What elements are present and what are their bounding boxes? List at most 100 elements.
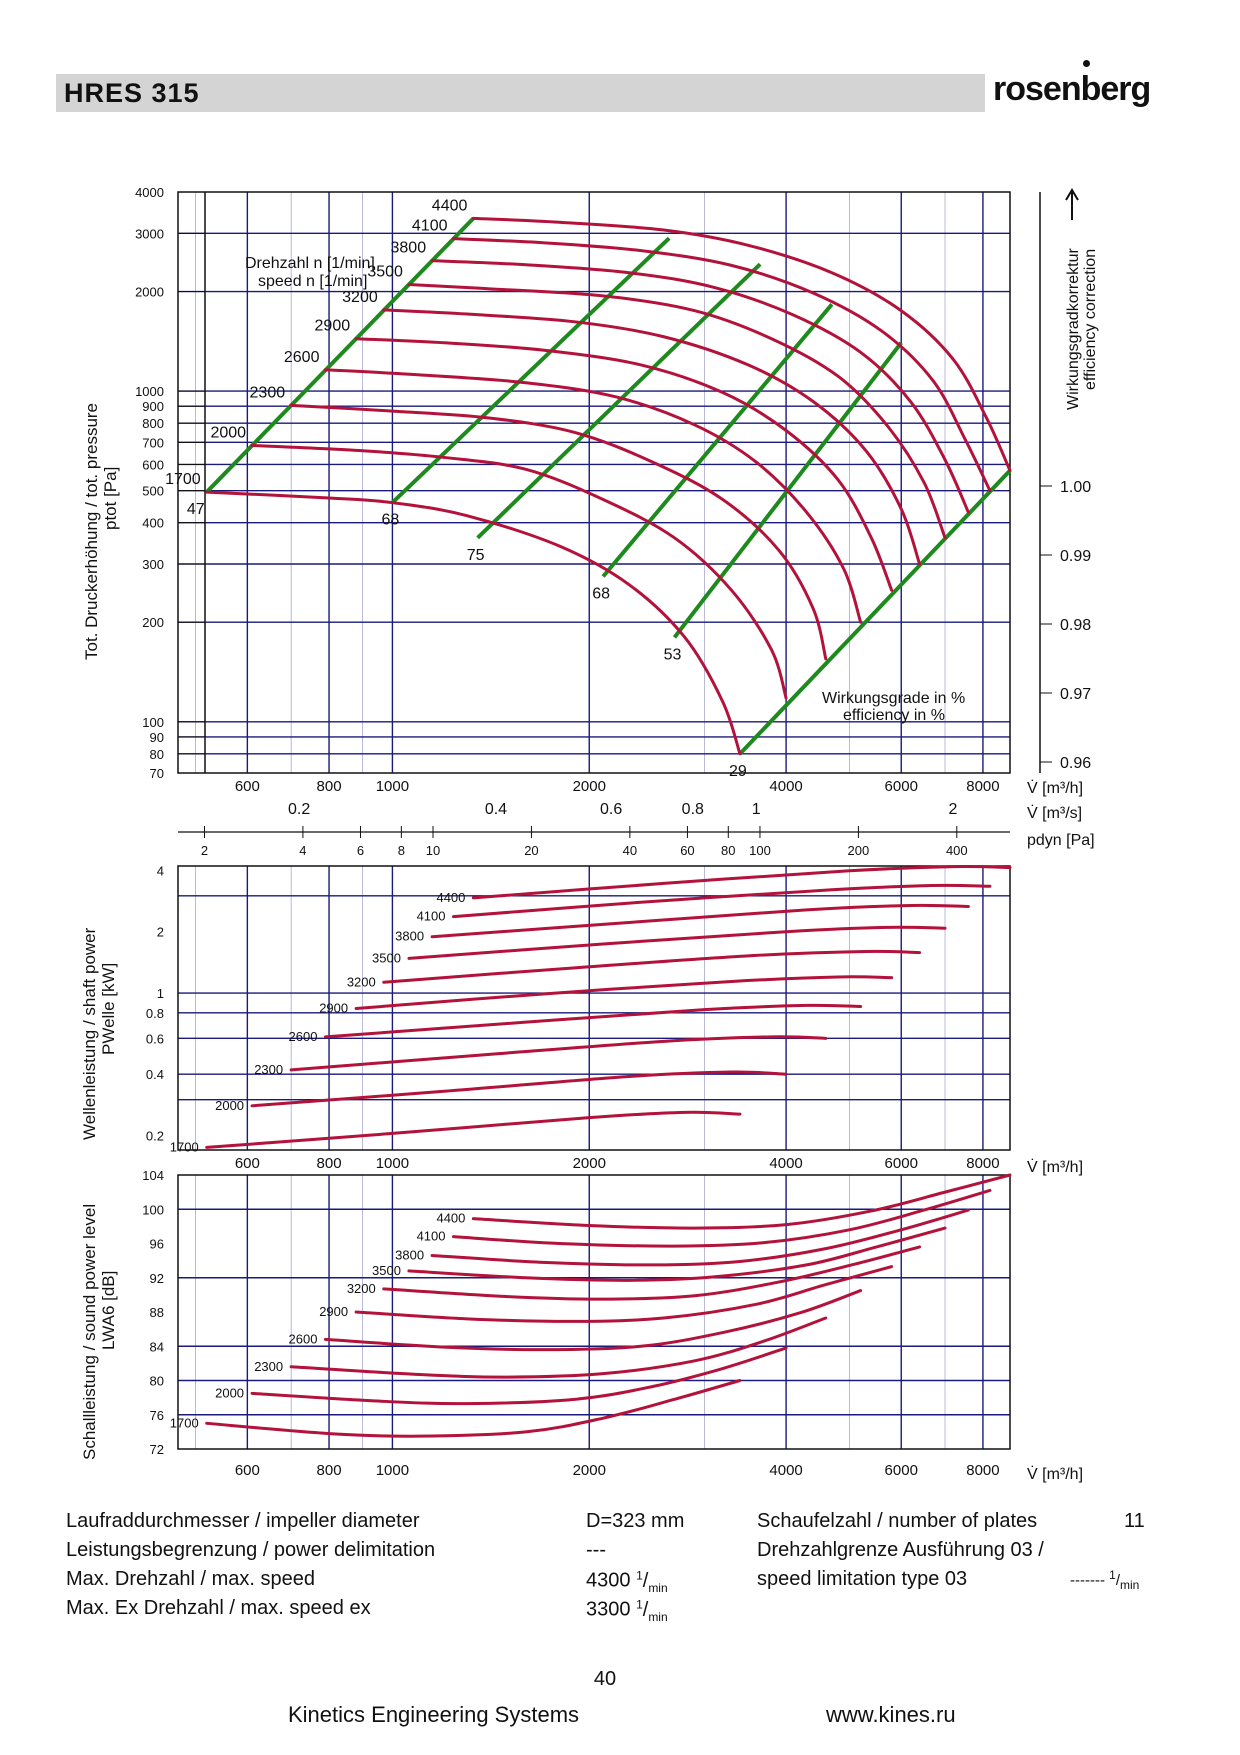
pressure-series-3200	[382, 308, 922, 566]
pressure-y-tick-label: 200	[142, 615, 164, 630]
power-y-axis-label: Wellenleistung / shaft power	[80, 927, 99, 1140]
pressure-y-tick-label: 1000	[135, 384, 164, 399]
sound-y-tick-label: 96	[150, 1237, 164, 1252]
power-plot-frame	[177, 865, 1011, 1151]
pressure-speed-label-4100: 4100	[412, 218, 448, 235]
power-speed-label-4100: 4100	[417, 909, 446, 924]
efficiency-line-75	[476, 262, 762, 540]
power-speed-label-2000: 2000	[215, 1098, 244, 1113]
power-series-4100	[452, 883, 992, 919]
power-speed-label-3200: 3200	[347, 974, 376, 989]
sound-y-tick-label: 76	[150, 1408, 164, 1423]
sound-y-tick-label: 92	[150, 1271, 164, 1286]
model-title: HRES 315	[64, 78, 200, 108]
efficiency-correction-label: 1.00	[1060, 479, 1091, 496]
efficiency-correction-label: 0.96	[1060, 755, 1091, 772]
power-x-axis-label: V̇ [m³/h]	[1027, 1158, 1083, 1176]
pressure-x-tick-label: 800	[317, 778, 342, 795]
pressure-y-axis-label: Tot. Druckerhöhung / tot. pressure	[82, 403, 101, 660]
pressure-speed-label-4400: 4400	[432, 197, 468, 214]
sound-x-tick-label: 2000	[573, 1462, 606, 1479]
pressure-series-2300	[289, 403, 828, 661]
sound-series-2900	[354, 1265, 894, 1323]
pdyn-tick-label: 400	[946, 843, 968, 858]
brand-logo: rosenberg	[993, 70, 1151, 108]
efficiency-note-line2: efficiency in %	[843, 707, 945, 724]
pressure-speed-label-2900: 2900	[315, 318, 351, 335]
power-speed-label-4400: 4400	[436, 890, 465, 905]
pdyn-tick-label: 200	[848, 843, 870, 858]
pressure-y-tick-label: 70	[150, 766, 164, 781]
pdyn-tick-label: 40	[623, 843, 637, 858]
pressure-series-2900	[354, 337, 894, 592]
efficiency-note-line1: Wirkungsgrade in %	[822, 690, 965, 707]
efficiency-line-29	[738, 469, 1012, 756]
power-speed-label-2300: 2300	[254, 1062, 283, 1077]
power-series-2300	[289, 1035, 828, 1072]
spec-value-max-speed-ex: 3300 1/min	[586, 1597, 668, 1624]
sound-speed-label-2300: 2300	[254, 1359, 283, 1374]
spec-label-max-speed: Max. Drehzahl / max. speed	[66, 1568, 315, 1590]
sound-plot-frame	[177, 1174, 1011, 1450]
footer-company: Kinetics Engineering Systems	[288, 1702, 580, 1727]
power-series-2600	[323, 1003, 863, 1039]
power-series-2000	[250, 1070, 788, 1108]
pressure-speed-label-3800: 3800	[391, 240, 427, 257]
efficiency-correction-label: 0.99	[1060, 548, 1091, 565]
power-y-tick-label: 0.4	[146, 1067, 164, 1082]
power-y-tick-label: 4	[157, 863, 164, 878]
power-speed-label-1700: 1700	[170, 1139, 199, 1154]
power-series-4400	[471, 865, 1012, 900]
pdyn-tick-label: 6	[357, 843, 364, 858]
pressure-speed-label-2600: 2600	[284, 349, 320, 366]
sound-speed-label-2600: 2600	[289, 1331, 318, 1346]
pressure-x-tick-label: 8000	[966, 778, 999, 795]
sound-x-axis-label: V̇ [m³/h]	[1027, 1465, 1083, 1483]
sound-series-2600	[323, 1289, 863, 1352]
spec-label-impeller: Laufraddurchmesser / impeller diameter	[66, 1510, 420, 1532]
pdyn-tick-label: 20	[524, 843, 538, 858]
sound-x-tick-label: 6000	[885, 1462, 918, 1479]
pressure-y-tick-label: 400	[142, 516, 164, 531]
pressure-speed-label-3500: 3500	[367, 264, 403, 281]
sound-series-3500	[407, 1226, 947, 1282]
power-x-tick-label: 600	[235, 1155, 260, 1172]
speed-legend-line1: Drehzahl n [1/min]	[245, 255, 375, 272]
power-y-tick-label: 0.8	[146, 1006, 164, 1021]
pressure-y-tick-label: 800	[142, 416, 164, 431]
pressure-speed-label-2000: 2000	[210, 424, 246, 441]
spec-value-plates: 11	[1124, 1510, 1145, 1532]
pressure-x-tick-label: 6000	[885, 778, 918, 795]
sound-series-3200	[382, 1245, 922, 1301]
power-series-1700	[205, 1110, 742, 1149]
pressure-series-3800	[430, 259, 970, 514]
flow-m3s-tick-label: 0.2	[288, 801, 310, 818]
pressure-speed-label-2300: 2300	[250, 384, 286, 401]
sound-y-axis-symbol: LWA6 [dB]	[99, 1271, 118, 1350]
pressure-plot-frame	[177, 191, 1011, 774]
power-series-3200	[382, 949, 922, 984]
sound-series-1700	[205, 1379, 742, 1438]
pressure-series-4400	[471, 216, 1012, 473]
power-series-2900	[354, 975, 894, 1011]
sound-speed-label-3800: 3800	[395, 1247, 424, 1262]
flow-m3s-tick-label: 0.4	[485, 801, 507, 818]
sound-speed-label-4100: 4100	[417, 1229, 446, 1244]
right-axis-label-line1: Wirkungsgradkorrektur	[1065, 248, 1082, 411]
power-x-tick-label: 4000	[769, 1155, 802, 1172]
pressure-x-tick-label: 4000	[769, 778, 802, 795]
sound-speed-label-3500: 3500	[372, 1263, 401, 1278]
sound-y-tick-label: 104	[142, 1168, 164, 1183]
efficiency-value-label: 47	[187, 501, 205, 518]
power-y-tick-label: 0.6	[146, 1031, 164, 1046]
pressure-y-tick-label: 100	[142, 715, 164, 730]
efficiency-value-label: 75	[467, 547, 485, 564]
spec-unit: 1/min	[636, 1568, 668, 1595]
spec-label-plates: Schaufelzahl / number of plates	[757, 1510, 1038, 1532]
spec-label-max-speed-ex: Max. Ex Drehzahl / max. speed ex	[66, 1597, 371, 1619]
power-y-axis-symbol: PWelle [kW]	[99, 963, 118, 1055]
sound-speed-label-4400: 4400	[436, 1211, 465, 1226]
pressure-y-tick-label: 3000	[135, 226, 164, 241]
spec-value-max-speed: 4300 1/min	[586, 1568, 668, 1595]
